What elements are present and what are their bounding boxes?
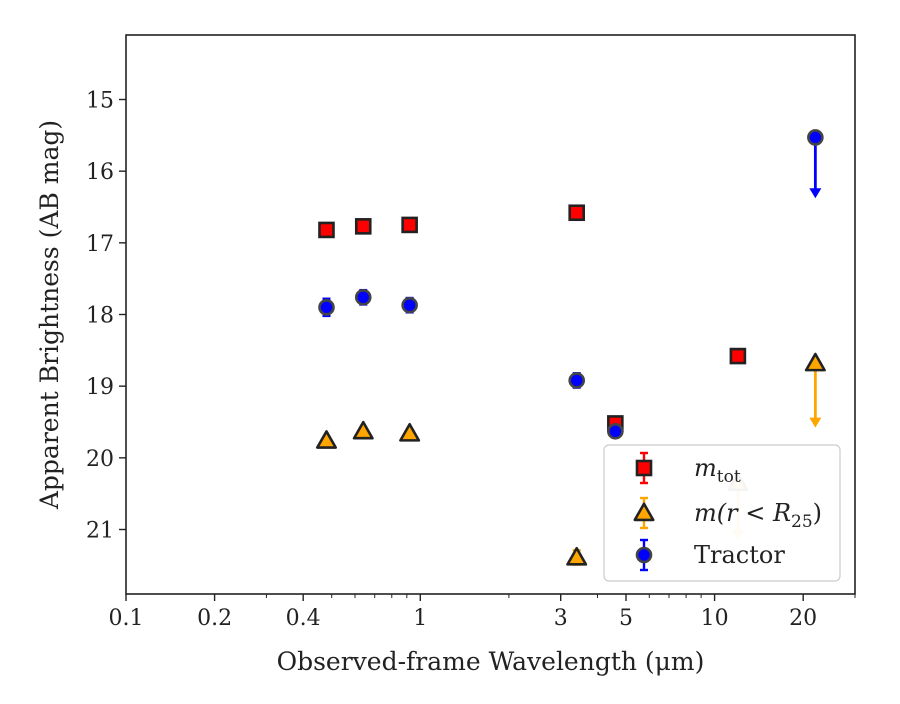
legend-entry: m(r < R25) [633,496,822,532]
square-marker [318,221,335,239]
y-axis-label: Apparent Brightness (AB mag) [35,120,64,510]
square-marker [401,216,418,234]
upper-limit-arrow-head [809,188,822,199]
upper-limit-arrow-head [809,417,822,428]
data-point [607,423,624,440]
data-point [568,204,586,222]
x-tick-label: 0.4 [286,606,321,631]
data-point [804,352,826,428]
data-point [566,546,588,566]
x-tick-label: 0.1 [109,606,144,631]
y-tick-label: 21 [86,519,114,544]
y-tick-label: 16 [86,160,114,185]
legend-entry: Tractor [635,538,785,572]
y-tick-label: 17 [86,232,114,257]
legend-circle-marker [635,546,653,564]
data-point [807,129,824,199]
square-marker [729,347,747,365]
legend-box [603,444,841,582]
triangle-marker [399,422,421,442]
data-point [318,221,335,239]
data-point [399,422,421,442]
data-point [568,372,586,389]
data-point [401,296,418,314]
square-marker [568,204,586,222]
legend-label: mtot [694,454,741,487]
circle-marker [401,296,418,314]
circle-marker [318,299,335,316]
x-axis-label: Observed-frame Wavelength (μm) [277,647,705,676]
legend-triangle-marker [633,502,655,522]
x-tick-label: 1 [413,606,427,631]
x-tick-label: 0.2 [197,606,232,631]
data-point [354,218,372,235]
data-point [352,420,374,440]
y-tick-label: 15 [86,89,114,114]
y-tick-label: 18 [86,304,114,329]
series-0 [318,204,747,432]
data-point [354,288,372,306]
x-tick-label: 3 [554,606,568,631]
legend-label: m(r < R25) [694,499,822,532]
circle-marker [607,423,624,440]
triangle-marker [804,352,826,372]
data-point [318,297,335,318]
x-tick-label: 10 [701,606,729,631]
y-tick-label: 20 [86,447,114,472]
circle-marker [568,372,586,389]
x-tick-label: 5 [619,606,633,631]
series-2 [318,129,824,440]
triangle-marker [352,420,374,440]
legend: mtot m(r < R25) Tractor [603,444,841,582]
square-marker [354,218,372,235]
data-point [401,216,418,234]
x-tick-label: 20 [789,606,817,631]
triangle-marker [315,430,337,449]
legend-square-marker [635,459,653,477]
data-point [729,347,747,365]
y-tick-label: 19 [86,375,114,400]
legend-entry: mtot [635,451,741,487]
circle-marker [807,129,824,146]
data-point [315,430,337,449]
circle-marker [354,288,372,306]
legend-label: Tractor [694,541,785,569]
triangle-marker [566,546,588,566]
